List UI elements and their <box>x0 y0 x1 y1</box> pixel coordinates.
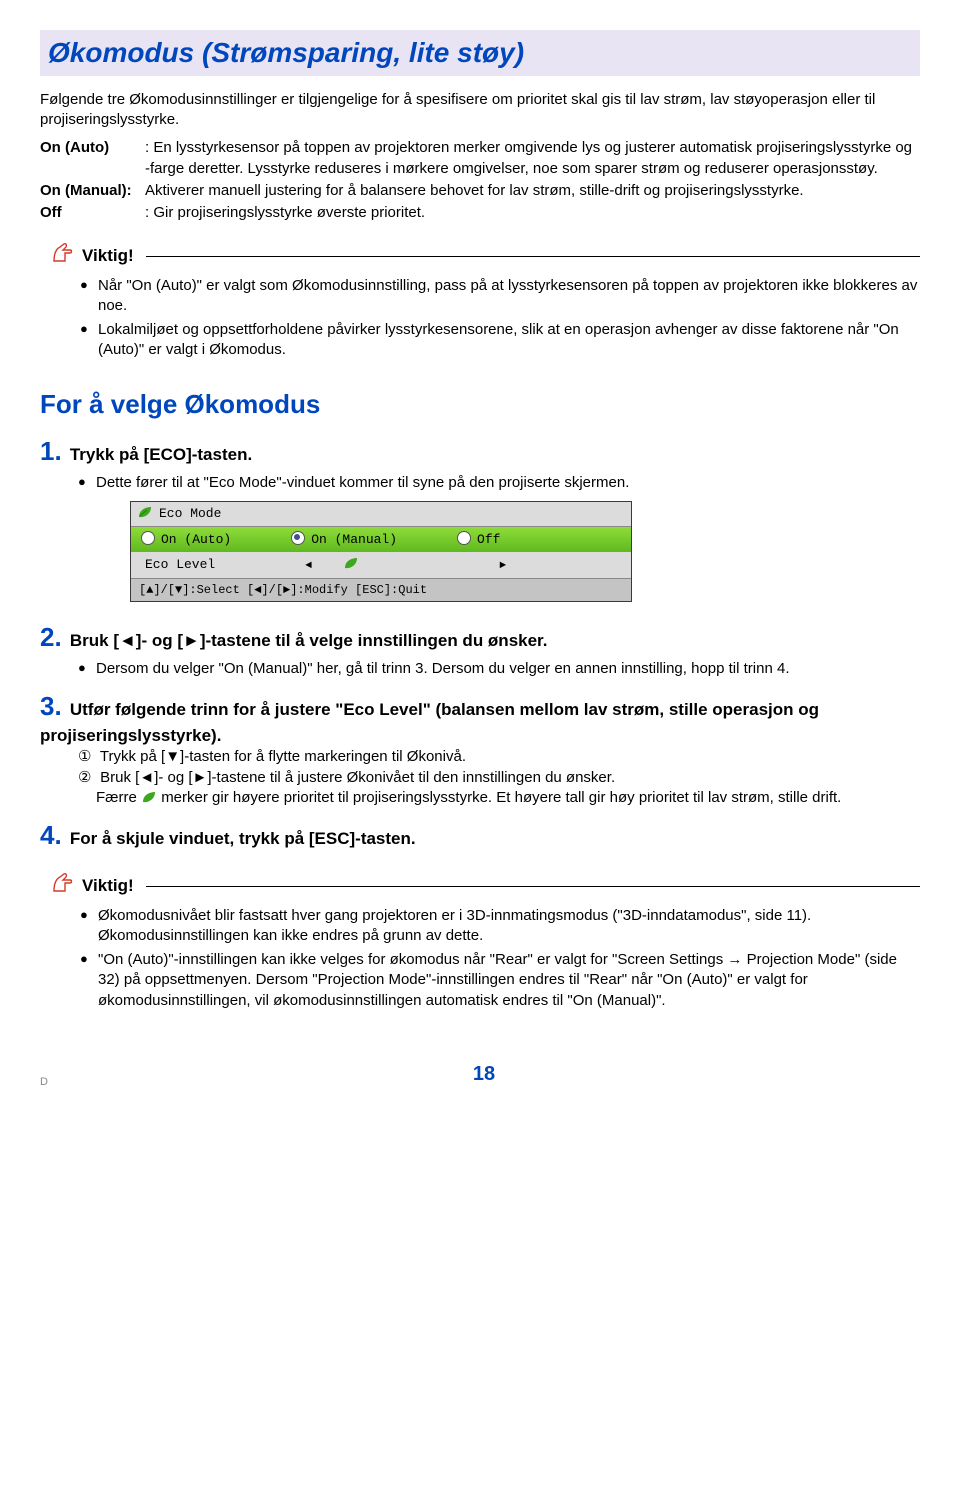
step-title: For å skjule vinduet, trykk på [ESC]-tas… <box>70 829 416 848</box>
option-label: On (Auto) <box>161 532 231 547</box>
dialog-option[interactable]: Off <box>457 531 500 549</box>
divider <box>146 886 920 887</box>
substep-text: Færre <box>96 789 137 806</box>
important-item: "On (Auto)"-innstillingen kan ikke velge… <box>80 950 920 1011</box>
definition-row: Off : Gir projiseringslysstyrke øverste … <box>40 203 920 223</box>
definition-list: On (Auto) : En lysstyrkesensor på toppen… <box>40 138 920 223</box>
intro-text: Følgende tre Økomodusinnstillinger er ti… <box>40 90 920 131</box>
dialog-option[interactable]: On (Manual) <box>291 531 397 549</box>
step: 3. Utfør følgende trinn for å justere "E… <box>40 689 920 808</box>
divider <box>146 256 920 257</box>
definition-term: Off <box>40 203 145 223</box>
dialog-title: Eco Mode <box>159 505 221 523</box>
substep: ② Bruk [◄]- og [►]-tastene til å justere… <box>78 768 920 809</box>
leaf-icon <box>141 789 161 806</box>
dialog-option[interactable]: On (Auto) <box>141 531 231 549</box>
important-label: Viktig! <box>82 245 134 268</box>
definition-row: On (Auto) : En lysstyrkesensor på toppen… <box>40 138 920 179</box>
dialog-titlebar: Eco Mode <box>131 502 631 527</box>
section-title: Økomodus (Strømsparing, lite støy) <box>40 30 920 76</box>
left-arrow-icon[interactable]: ◄ <box>305 560 312 572</box>
substep-text: Trykk på [▼]-tasten for å flytte markeri… <box>100 748 466 765</box>
eco-mode-dialog: Eco Mode On (Auto) On (Manual) Off Eco L… <box>130 501 632 602</box>
circled-number: ① <box>78 747 96 767</box>
important-block: Viktig! Når "On (Auto)" er valgt som Øko… <box>50 241 920 360</box>
definition-row: On (Manual): Aktiverer manuell justering… <box>40 181 920 201</box>
dialog-level-row: Eco Level ◄ ► <box>131 552 631 578</box>
option-label: On (Manual) <box>311 532 397 547</box>
corner-mark: D <box>40 1075 48 1090</box>
page-number: 18 <box>40 1061 920 1088</box>
definition-term: On (Auto) <box>40 138 145 179</box>
step-number: 2. <box>40 620 62 655</box>
leaf-icon <box>137 505 153 523</box>
important-label: Viktig! <box>82 875 134 898</box>
definition-term: On (Manual): <box>40 181 145 201</box>
radio-icon <box>457 531 471 545</box>
definition-desc: : Gir projiseringslysstyrke øverste prio… <box>145 203 920 223</box>
dialog-options-row: On (Auto) On (Manual) Off <box>131 527 631 553</box>
step-bullet: Dersom du velger "On (Manual)" her, gå t… <box>78 659 920 679</box>
step-title: Utfør følgende trinn for å justere "Eco … <box>40 700 819 744</box>
radio-icon <box>141 531 155 545</box>
definition-desc: : En lysstyrkesensor på toppen av projek… <box>145 138 920 179</box>
step-number: 4. <box>40 818 62 853</box>
definition-desc: Aktiverer manuell justering for å balans… <box>145 181 920 201</box>
pointing-hand-icon <box>50 871 76 901</box>
step-title: Trykk på [ECO]-tasten. <box>70 445 252 464</box>
important-item: Når "On (Auto)" er valgt som Økomodusinn… <box>80 276 920 317</box>
step: 1. Trykk på [ECO]-tasten. Dette fører ti… <box>40 434 920 493</box>
level-label: Eco Level <box>145 556 215 574</box>
substep-text: Bruk [◄]- og [►]-tastene til å justere Ø… <box>100 769 615 786</box>
step: 2. Bruk [◄]- og [►]-tastene til å velge … <box>40 620 920 679</box>
step: 4. For å skjule vinduet, trykk på [ESC]-… <box>40 818 920 853</box>
step-number: 1. <box>40 434 62 469</box>
substep-text: merker gir høyere prioritet til projiser… <box>161 789 841 806</box>
step-bullet: Dette fører til at "Eco Mode"-vinduet ko… <box>78 473 920 493</box>
step-title: Bruk [◄]- og [►]-tastene til å velge inn… <box>70 631 548 650</box>
right-arrow-icon[interactable]: ► <box>499 560 506 572</box>
dialog-hint-bar: [▲]/[▼]:Select [◄]/[►]:Modify [ESC]:Quit <box>131 578 631 601</box>
option-label: Off <box>477 532 500 547</box>
step-number: 3. <box>40 689 62 724</box>
important-block: Viktig! Økomodusnivået blir fastsatt hve… <box>50 871 920 1011</box>
radio-icon <box>291 531 305 545</box>
leaf-icon <box>343 557 367 572</box>
substep: ① Trykk på [▼]-tasten for å flytte marke… <box>78 747 920 767</box>
pointing-hand-icon <box>50 241 76 271</box>
important-item: Lokalmiljøet og oppsettforholdene påvirk… <box>80 320 920 361</box>
important-item: Økomodusnivået blir fastsatt hver gang p… <box>80 906 920 947</box>
subsection-heading: For å velge Økomodus <box>40 387 920 422</box>
circled-number: ② <box>78 768 96 788</box>
